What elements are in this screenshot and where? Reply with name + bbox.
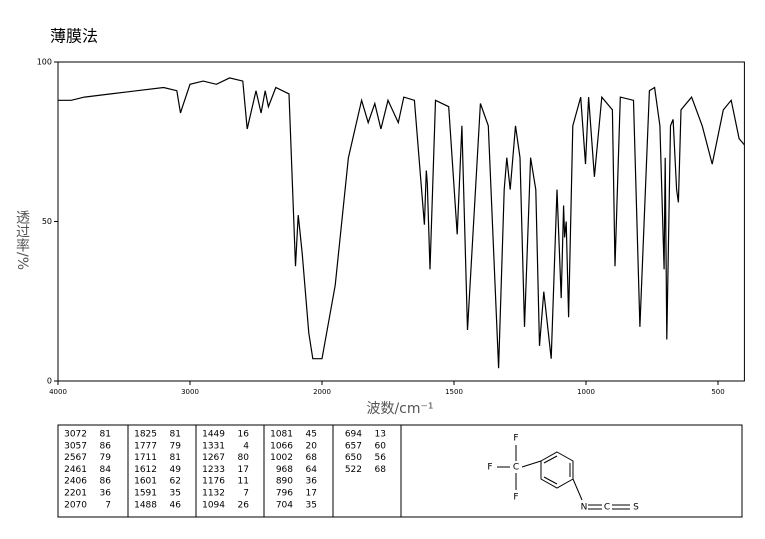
peak-wavenumber: 522	[345, 465, 362, 475]
peak-wavenumber: 2201	[64, 489, 87, 499]
peak-transmittance: 11	[238, 477, 249, 487]
atom-label: F	[487, 463, 492, 473]
peak-wavenumber: 796	[276, 489, 293, 499]
peak-transmittance: 20	[306, 441, 318, 451]
x-axis-label: 波数/cm⁻¹	[366, 401, 433, 417]
peak-wavenumber: 2406	[64, 477, 87, 487]
peak-wavenumber: 1711	[134, 453, 157, 463]
peak-wavenumber: 1449	[202, 430, 225, 440]
x-tick-label: 1000	[577, 388, 595, 396]
peak-transmittance: 35	[170, 489, 181, 499]
peak-transmittance: 86	[100, 441, 112, 451]
peak-wavenumber: 1176	[202, 477, 225, 487]
peak-transmittance: 49	[170, 465, 182, 475]
peak-wavenumber: 968	[276, 465, 293, 475]
peak-wavenumber: 2461	[64, 465, 87, 475]
y-tick-label: 100	[37, 58, 52, 67]
peak-wavenumber: 1331	[202, 441, 225, 451]
chart-title: 薄膜法	[50, 27, 98, 46]
peak-transmittance: 17	[306, 489, 317, 499]
peak-wavenumber: 1094	[202, 500, 225, 510]
peak-transmittance: 64	[306, 465, 318, 475]
peak-wavenumber: 2567	[64, 453, 87, 463]
peak-wavenumber: 650	[345, 453, 362, 463]
peak-transmittance: 35	[306, 500, 317, 510]
peak-transmittance: 62	[170, 477, 181, 487]
peak-transmittance: 7	[105, 500, 111, 510]
peak-wavenumber: 704	[276, 500, 293, 510]
peak-transmittance: 86	[100, 477, 112, 487]
y-axis-label: 透过率/%	[14, 210, 30, 270]
peak-transmittance: 79	[170, 441, 182, 451]
x-tick-label: 4000	[49, 388, 67, 396]
peak-transmittance: 79	[100, 453, 112, 463]
peak-table-frame	[57, 424, 743, 518]
x-tick-label: 3000	[181, 388, 199, 396]
peak-transmittance: 81	[100, 430, 111, 440]
peak-wavenumber: 1777	[134, 441, 157, 451]
atom-label: N	[581, 503, 588, 513]
peak-wavenumber: 1233	[202, 465, 225, 475]
peak-transmittance: 68	[306, 453, 318, 463]
peak-wavenumber: 890	[276, 477, 293, 487]
peak-transmittance: 16	[238, 430, 250, 440]
peak-transmittance: 81	[170, 430, 181, 440]
peak-wavenumber: 1066	[270, 441, 293, 451]
spectrum-line	[58, 77, 745, 369]
atom-label: C	[513, 463, 519, 473]
peak-transmittance: 36	[100, 489, 112, 499]
peak-wavenumber: 2070	[64, 500, 87, 510]
peak-wavenumber: 1267	[202, 453, 225, 463]
peak-transmittance: 60	[375, 441, 387, 451]
peak-wavenumber: 1002	[270, 453, 293, 463]
peak-transmittance: 13	[375, 430, 386, 440]
peak-wavenumber: 1591	[134, 489, 157, 499]
peak-wavenumber: 1081	[270, 430, 293, 440]
atom-label: S	[633, 503, 639, 513]
peak-wavenumber: 657	[345, 441, 362, 451]
peak-transmittance: 26	[238, 500, 250, 510]
peak-wavenumber: 3072	[64, 430, 87, 440]
y-tick-label: 50	[42, 217, 52, 226]
peak-transmittance: 45	[306, 430, 317, 440]
peak-transmittance: 81	[170, 453, 181, 463]
peak-transmittance: 17	[238, 465, 249, 475]
atom-label: C	[604, 503, 610, 513]
peak-wavenumber: 1132	[202, 489, 225, 499]
structure-bonds	[497, 445, 630, 510]
peak-transmittance: 4	[243, 441, 249, 451]
peak-wavenumber: 1612	[134, 465, 157, 475]
x-tick-label: 500	[711, 388, 724, 396]
peak-wavenumber: 1825	[134, 430, 157, 440]
peak-transmittance: 46	[170, 500, 182, 510]
peak-transmittance: 56	[375, 453, 387, 463]
peak-transmittance: 80	[238, 453, 250, 463]
peak-wavenumber: 694	[345, 430, 362, 440]
peak-wavenumber: 1488	[134, 500, 157, 510]
atom-label: F	[513, 434, 518, 444]
peak-transmittance: 84	[100, 465, 112, 475]
peak-transmittance: 68	[375, 465, 387, 475]
y-tick-label: 0	[47, 377, 52, 386]
peak-wavenumber: 3057	[64, 441, 87, 451]
x-tick-label: 2000	[313, 388, 331, 396]
peak-transmittance: 7	[243, 489, 249, 499]
peak-wavenumber: 1601	[134, 477, 157, 487]
peak-transmittance: 36	[306, 477, 318, 487]
atom-label: F	[513, 493, 518, 503]
x-tick-label: 1500	[445, 388, 463, 396]
